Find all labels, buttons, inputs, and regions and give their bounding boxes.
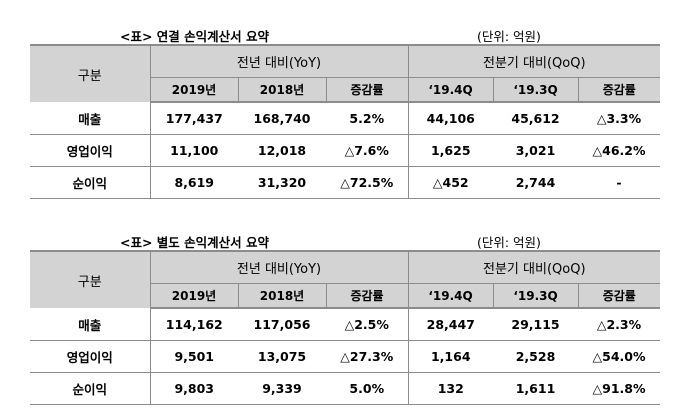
table-cell: 1,625: [408, 134, 494, 167]
header-col-2019: 2019년: [150, 283, 239, 309]
table-cell: 3,021: [493, 134, 579, 167]
row-label: 매출: [30, 308, 151, 341]
row-label: 순이익: [30, 166, 151, 199]
header-yoy-group: 전년 대비(YoY): [150, 44, 409, 78]
table-cell: 29,115: [493, 308, 579, 341]
table-cell: △54.0%: [578, 340, 661, 373]
table-cell: 117,056: [238, 308, 326, 341]
table-cell: 28,447: [408, 308, 494, 341]
table-cell: 168,740: [238, 102, 326, 135]
table-title: <표> 연결 손익계산서 요약: [120, 29, 270, 44]
table-title-row: <표> 별도 손익계산서 요약 (단위: 억원): [30, 214, 660, 250]
header-category: 구분: [30, 44, 151, 102]
table-cell: △452: [408, 166, 494, 199]
table-cell: 31,320: [238, 166, 326, 199]
table-row: 순이익 9,803 9,339 5.0% 132 1,611 △91.8%: [30, 372, 661, 405]
summary-table: 구분 전년 대비(YoY) 전분기 대비(QoQ) 2019년 2018년 증감…: [30, 250, 661, 405]
table-row: 매출 114,162 117,056 △2.5% 28,447 29,115 △…: [30, 308, 661, 341]
table-cell: △46.2%: [578, 134, 661, 167]
header-col-2019: 2019년: [150, 77, 239, 103]
table-cell: 9,339: [238, 372, 326, 405]
table-cell: 45,612: [493, 102, 579, 135]
header-col-2018: 2018년: [238, 283, 327, 309]
table-cell: 177,437: [150, 102, 238, 135]
header-col-yoy-change: 증감률: [326, 283, 409, 309]
table-cell: △72.5%: [326, 166, 409, 199]
table-cell: △3.3%: [578, 102, 661, 135]
header-col-19-4q: ‘19.4Q: [408, 77, 494, 103]
table-row: 매출 177,437 168,740 5.2% 44,106 45,612 △3…: [30, 102, 661, 135]
table-cell: 9,501: [150, 340, 238, 373]
summary-table: 구분 전년 대비(YoY) 전분기 대비(QoQ) 2019년 2018년 증감…: [30, 44, 661, 199]
consolidated-income-summary: <표> 연결 손익계산서 요약 (단위: 억원) 구분 전년 대비(YoY) 전…: [30, 8, 661, 199]
row-label: 영업이익: [30, 134, 151, 167]
table-cell: 13,075: [238, 340, 326, 373]
table-cell: 5.2%: [326, 102, 409, 135]
separate-income-summary: <표> 별도 손익계산서 요약 (단위: 억원) 구분 전년 대비(YoY) 전…: [30, 214, 661, 405]
header-col-qoq-change: 증감률: [578, 77, 661, 103]
table-cell: 1,611: [493, 372, 579, 405]
header-col-yoy-change: 증감률: [326, 77, 409, 103]
header-col-2018: 2018년: [238, 77, 327, 103]
header-qoq-group: 전분기 대비(QoQ): [408, 44, 661, 78]
table-cell: △2.5%: [326, 308, 409, 341]
table-cell: △2.3%: [578, 308, 661, 341]
table-cell: 5.0%: [326, 372, 409, 405]
header-col-19-3q: ‘19.3Q: [493, 283, 579, 309]
table-cell: 44,106: [408, 102, 494, 135]
row-label: 매출: [30, 102, 151, 135]
header-col-qoq-change: 증감률: [578, 283, 661, 309]
table-title: <표> 별도 손익계산서 요약: [120, 235, 270, 250]
header-col-19-3q: ‘19.3Q: [493, 77, 579, 103]
unit-label: (단위: 억원): [477, 29, 541, 44]
table-row: 영업이익 11,100 12,018 △7.6% 1,625 3,021 △46…: [30, 134, 661, 167]
table-cell: △91.8%: [578, 372, 661, 405]
table-row: 영업이익 9,501 13,075 △27.3% 1,164 2,528 △54…: [30, 340, 661, 373]
table-cell: 12,018: [238, 134, 326, 167]
table-cell: △27.3%: [326, 340, 409, 373]
table-cell: 2,744: [493, 166, 579, 199]
table-cell: 114,162: [150, 308, 238, 341]
header-yoy-group: 전년 대비(YoY): [150, 250, 409, 284]
header-qoq-group: 전분기 대비(QoQ): [408, 250, 661, 284]
table-cell: 9,803: [150, 372, 238, 405]
row-label: 순이익: [30, 372, 151, 405]
table-cell: 132: [408, 372, 494, 405]
unit-label: (단위: 억원): [477, 235, 541, 250]
table-cell: 1,164: [408, 340, 494, 373]
table-cell: △7.6%: [326, 134, 409, 167]
table-cell: 8,619: [150, 166, 238, 199]
header-category: 구분: [30, 250, 151, 308]
table-title-row: <표> 연결 손익계산서 요약 (단위: 억원): [30, 8, 660, 44]
row-label: 영업이익: [30, 340, 151, 373]
table-cell: 11,100: [150, 134, 238, 167]
table-row: 순이익 8,619 31,320 △72.5% △452 2,744 -: [30, 166, 661, 199]
table-cell: -: [578, 166, 661, 199]
table-cell: 2,528: [493, 340, 579, 373]
header-col-19-4q: ‘19.4Q: [408, 283, 494, 309]
